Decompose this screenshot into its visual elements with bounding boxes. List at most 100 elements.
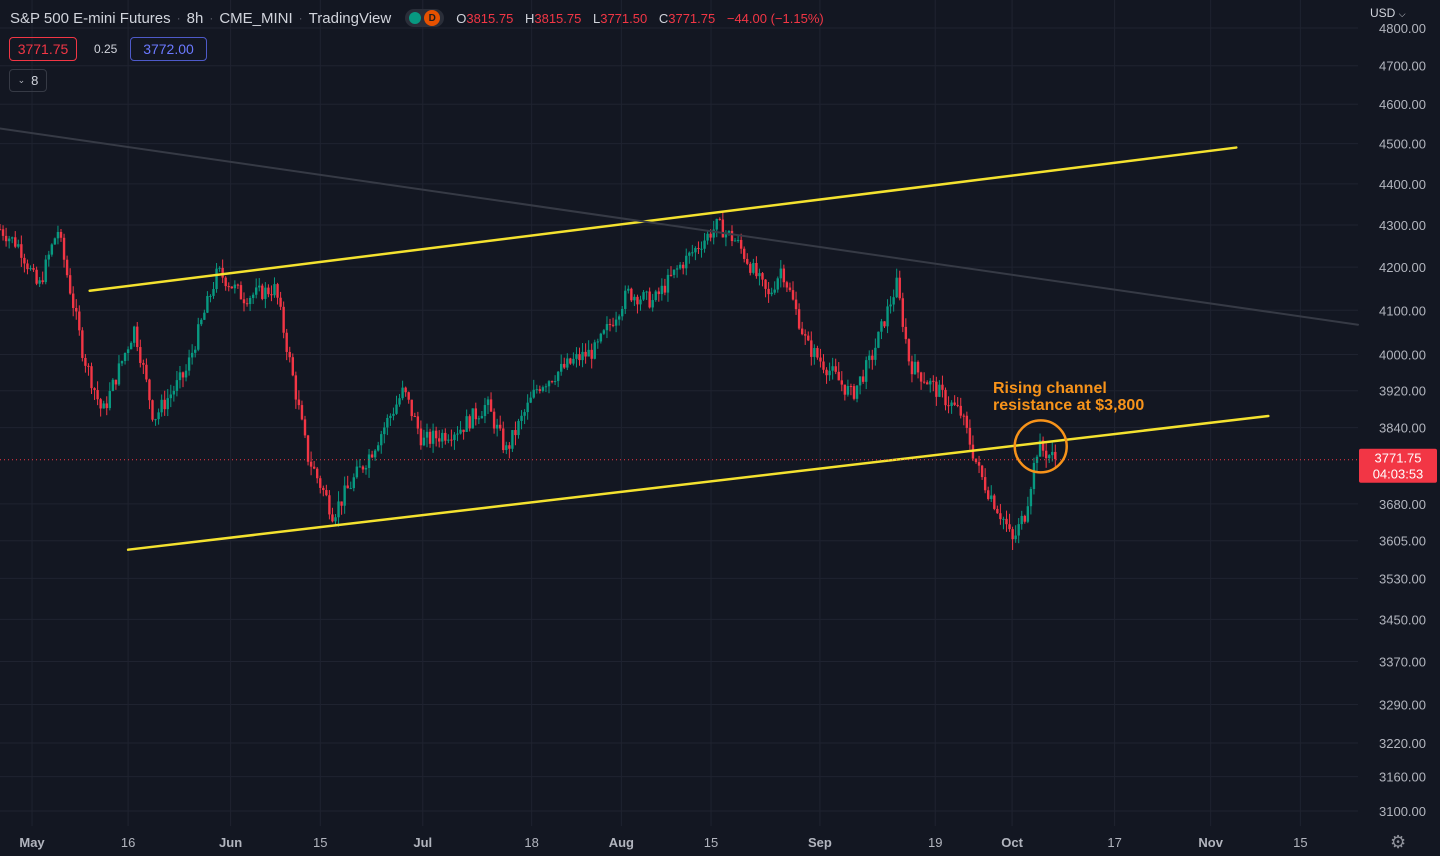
candle-body (340, 501, 343, 506)
candle-body (151, 400, 154, 420)
candle-body (297, 399, 301, 406)
candle-body (651, 300, 654, 308)
candle-body (941, 384, 944, 390)
price-axis[interactable]: 3100.00 3160.00 3220.00 3290.00 3370.00 3450.… (1359, 21, 1437, 819)
chart-header: S&P 500 E-mini Futures · 8h · CME_MINI ·… (10, 8, 824, 28)
candle-body (953, 402, 956, 405)
candle-body (532, 389, 535, 398)
candle-body (233, 284, 237, 289)
candle-body (133, 326, 136, 343)
candle-body (157, 412, 160, 420)
candle-body (962, 415, 965, 417)
candle-body (703, 240, 706, 249)
time-tick-label: Oct (1001, 835, 1023, 850)
candle-body (29, 268, 32, 270)
candle-body (602, 330, 606, 334)
candle-body (303, 419, 307, 436)
candle-body (593, 342, 596, 359)
candle-body (944, 389, 947, 406)
time-tick-label: 19 (928, 835, 942, 850)
candle-body (508, 445, 511, 449)
candle-body (114, 379, 118, 385)
candle-body (825, 369, 828, 376)
candle-body (474, 408, 477, 420)
candle-body (123, 353, 127, 362)
candle-body (126, 349, 130, 354)
candle-body (404, 387, 407, 393)
candle-body (468, 416, 471, 429)
candle-body (938, 384, 941, 397)
candle-body (288, 351, 291, 358)
candle-body (343, 485, 346, 506)
candle-body (1008, 524, 1011, 530)
chevron-down-icon: ⌄ (17, 75, 26, 85)
candle-body (1038, 440, 1042, 457)
candle-body (175, 380, 179, 391)
channel-lower-line (126, 414, 1270, 551)
candle-body (611, 324, 615, 326)
candle-body (630, 288, 633, 301)
gear-icon[interactable]: ⚙ (1390, 832, 1407, 852)
candle-body (215, 268, 218, 290)
candle-body (746, 258, 749, 264)
candle-body (965, 415, 969, 428)
candle-body (300, 405, 304, 420)
time-axis[interactable]: May 16 Jun 15 Jul 18 Aug 15 Sep 19 Oct 17 Nov 15 (19, 835, 1307, 850)
candle-body (865, 360, 868, 382)
currency-selector[interactable]: USD ⌵ (1370, 6, 1406, 20)
candle-body (325, 490, 328, 496)
candle-body (17, 244, 20, 247)
candle-body (910, 361, 914, 375)
candle-body (657, 291, 660, 295)
symbol-name[interactable]: S&P 500 E-mini Futures (10, 9, 171, 27)
candle-body (331, 514, 334, 522)
candle-body (627, 288, 630, 291)
candle-body (569, 358, 572, 364)
candle-body (422, 437, 426, 446)
candle-body (715, 218, 718, 230)
candle-body (642, 292, 645, 300)
indicator-count: 8 (31, 73, 39, 88)
candle-body (761, 273, 764, 280)
candle-body (407, 392, 410, 400)
currency-label: USD (1370, 6, 1396, 20)
sell-button[interactable]: 3771.75 (9, 37, 77, 61)
candle-body (306, 435, 310, 462)
candle-body (242, 299, 246, 304)
candle-body (755, 262, 758, 277)
candle-body (560, 363, 563, 372)
candle-body (578, 354, 581, 361)
candle-body (993, 495, 996, 509)
candle-body (410, 399, 413, 417)
candle-body (712, 229, 715, 238)
interval-label[interactable]: 8h (186, 9, 204, 27)
candle-body (874, 347, 877, 360)
candle-body (1002, 518, 1005, 520)
candle-body (663, 285, 667, 293)
candle-body (764, 279, 767, 289)
candle-body (44, 259, 47, 283)
candle-body (81, 330, 84, 358)
candle-body (822, 361, 825, 370)
market-status[interactable]: D (405, 9, 445, 27)
candle-body (309, 461, 313, 467)
candle-body (203, 312, 206, 320)
buy-button[interactable]: 3772.00 (130, 37, 207, 61)
change-value: −44.00 (−1.15%) (726, 10, 824, 26)
candle-body (502, 428, 505, 451)
candle-body (1048, 455, 1051, 459)
candle-body (828, 370, 831, 376)
candle-body (660, 285, 664, 295)
candle-body (230, 286, 233, 289)
candle-body (898, 277, 901, 299)
candle-body (367, 454, 371, 468)
candle-body (450, 439, 453, 441)
open-value: 3815.75 (466, 10, 514, 26)
candle-body (947, 405, 950, 407)
candle-body (346, 485, 349, 489)
candle-body (14, 237, 17, 247)
indicators-toggle[interactable]: ⌄ 8 (9, 69, 47, 92)
candle-body (834, 366, 837, 372)
